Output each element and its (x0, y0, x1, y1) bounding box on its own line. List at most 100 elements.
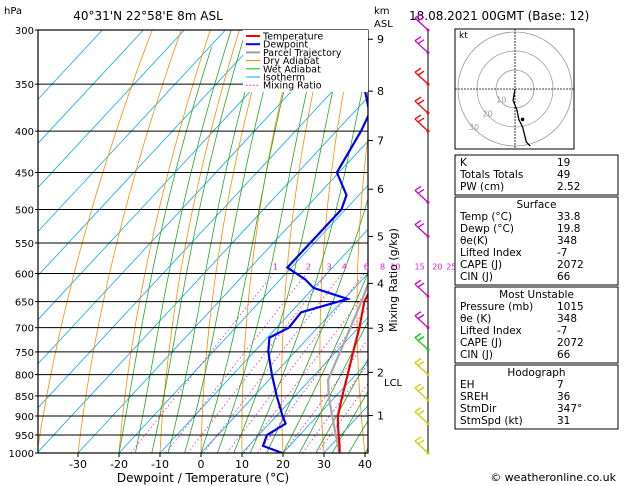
temperature-tick-label: -20 (110, 458, 128, 471)
table-row-value: 66 (557, 271, 571, 283)
dry-adiabat-line (319, 30, 356, 453)
wind-barb (414, 333, 430, 352)
isotherm-line (200, 272, 368, 453)
mixing-ratio-label: 15 (415, 263, 425, 272)
wind-barb-flag (417, 117, 425, 123)
dry-adiabat-line (77, 30, 182, 453)
pressure-tick-label: 850 (15, 392, 34, 403)
wind-barb-dot (426, 373, 430, 377)
table-row-value: 33.8 (557, 211, 580, 223)
wind-barb-dot (426, 82, 430, 86)
wind-barb (414, 219, 430, 239)
wind-barb-staff (414, 315, 429, 329)
table-row-value: -7 (557, 325, 567, 337)
wind-barb-flag (414, 407, 422, 413)
wind-barb-dot (426, 111, 430, 115)
table-row-value: 19.8 (557, 223, 580, 235)
mixing-ratio-axis-label: Mixing Ratio (g/kg) (387, 228, 400, 332)
wind-barb-flag (417, 282, 425, 288)
wind-barb-flag (414, 383, 422, 389)
table-row-label: CIN (J) (460, 349, 493, 361)
wind-barb-flag (414, 358, 422, 364)
table-row-label: Lifted Index (460, 325, 522, 337)
mixing-ratio-label: 2 (306, 263, 311, 272)
asl-label: ASL (374, 19, 393, 30)
y-axis-label: hPa (4, 6, 22, 17)
wind-barb-staff (414, 440, 429, 454)
wind-barb-flag (414, 114, 422, 120)
legend-label: Wet Adiabat (263, 64, 321, 75)
legend-box (243, 30, 368, 92)
isotherm-line (159, 228, 368, 453)
wind-barb-staff (414, 411, 429, 425)
wind-barb-dot (426, 326, 430, 330)
table-row-label: CAPE (J) (460, 259, 502, 271)
wind-barb-staff (414, 71, 429, 85)
temperature-tick-label: 0 (198, 458, 205, 471)
table-row-value: 348 (557, 313, 577, 325)
hodograph-ring-label: 30 (469, 123, 479, 132)
wind-barb-staff (414, 189, 429, 203)
km-tick-label: 3 (377, 322, 384, 335)
wet-adiabat-line (331, 390, 368, 453)
mixing-ratio-line (187, 273, 328, 453)
table-row-label: Lifted Index (460, 247, 522, 259)
parcel-trajectory-line (326, 281, 368, 453)
km-tick-label: 4 (377, 277, 384, 290)
wet-adiabat-line (299, 320, 368, 453)
mixing-ratio-label: 10 (390, 263, 400, 272)
wind-barb (414, 436, 430, 455)
isotherm-line (241, 316, 368, 453)
wind-barb-dot (426, 422, 430, 426)
table-row-label: SREH (460, 391, 489, 403)
dry-adiabat-line (617, 30, 629, 453)
wet-adiabat-line (217, 30, 322, 453)
x-axis-label: Dewpoint / Temperature (°C) (117, 471, 289, 485)
wind-barb-staff (414, 224, 429, 237)
mixing-ratio-label: 6 (364, 263, 369, 272)
table-row-value: 19 (557, 157, 570, 169)
km-tick-label: 1 (377, 410, 384, 423)
isotherm-line (77, 140, 368, 453)
pressure-tick-label: 750 (15, 348, 34, 359)
hodograph-ring-label: 10 (496, 96, 506, 105)
table-row-value: 66 (557, 349, 571, 361)
temperature-tick-label: -10 (151, 458, 169, 471)
table-row-value: -7 (557, 247, 567, 259)
pressure-tick-label: 1000 (9, 449, 34, 460)
wind-barb-flag (414, 436, 422, 442)
table-row-value: 2072 (557, 259, 584, 271)
wet-adiabat-line (118, 46, 212, 453)
table-row-label: θe (K) (460, 313, 491, 325)
wind-barb-flag (414, 13, 422, 19)
pressure-tick-label: 900 (15, 412, 34, 423)
location-title: 40°31'N 22°58'E 8m ASL (73, 9, 223, 23)
isotherm-line (38, 30, 267, 277)
mixing-ratio-label: 20 (432, 263, 442, 272)
wind-barb-staff (414, 100, 429, 114)
temperature-line (336, 292, 368, 453)
pressure-tick-label: 300 (15, 26, 34, 37)
wind-barb-staff (414, 362, 429, 376)
wind-barb (414, 383, 430, 402)
pressure-tick-label: 700 (15, 324, 34, 335)
table-row-label: CIN (J) (460, 271, 493, 283)
table-row-label: CAPE (J) (460, 337, 502, 349)
hodograph_table-title: Hodograph (507, 367, 565, 379)
mixing-ratio-label: 1 (273, 263, 278, 272)
mixing-ratio-line (243, 289, 368, 453)
wind-barb-dot (426, 451, 430, 455)
most_unstable-table (454, 286, 619, 364)
wind-barb-flag (414, 279, 422, 285)
isotherm-line (282, 360, 368, 453)
table-row-label: PW (cm) (460, 181, 504, 193)
km-tick-label: 9 (377, 33, 384, 46)
wind-barb (414, 311, 430, 330)
legend-label: Parcel Trajectory (263, 48, 342, 59)
wind-barb-flag (417, 336, 425, 342)
pressure-tick-label: 350 (15, 80, 34, 91)
wind-barb-flag (417, 188, 425, 194)
wind-barb-dot (426, 129, 430, 133)
pressure-tick-label: 800 (15, 371, 34, 382)
legend-label: Temperature (262, 32, 323, 43)
